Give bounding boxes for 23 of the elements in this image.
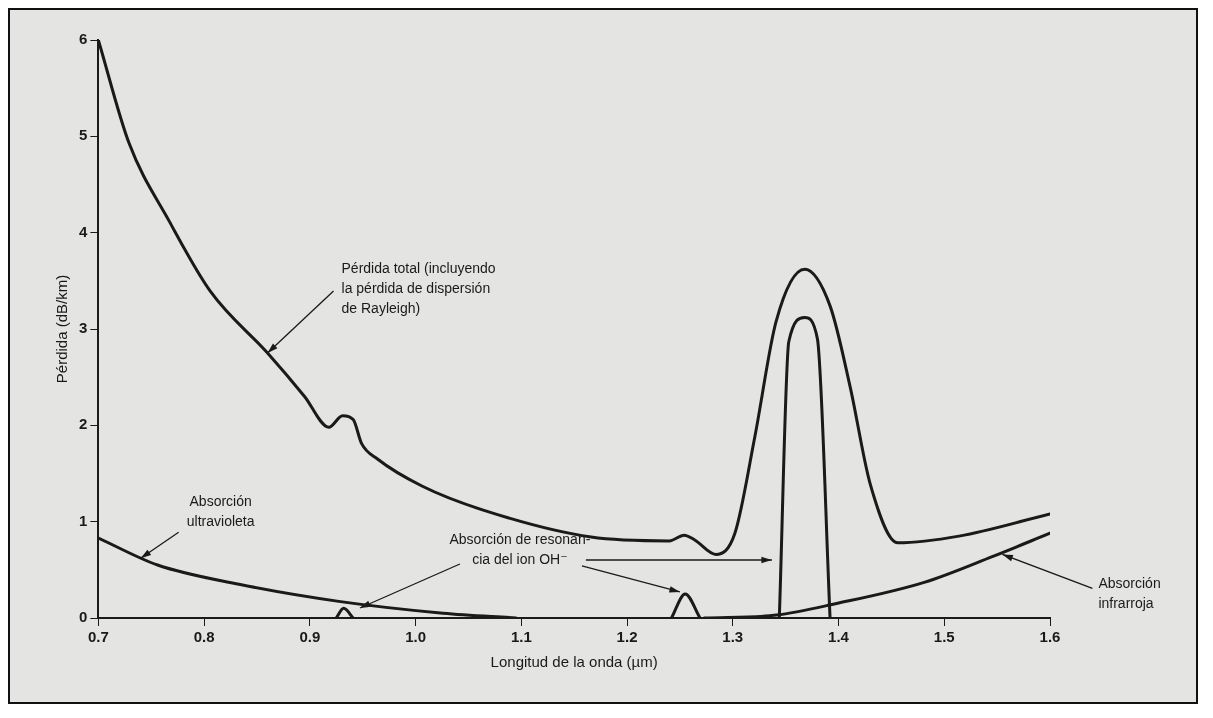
x-tick-label: 1.3: [722, 628, 744, 646]
y-tick-label: 5: [79, 126, 88, 144]
annotation: Pérdida total (incluyendo la pérdida de dispersión de Rayleigh): [341, 259, 496, 316]
x-tick-label: 1.6: [1039, 628, 1061, 646]
y-tick-label: 3: [79, 319, 88, 337]
x-axis-title: Longitud de la onda (µm): [490, 653, 658, 671]
x-tick-label: 1.4: [828, 628, 850, 646]
y-tick-label: 1: [79, 511, 88, 529]
y-tick-label: 6: [79, 30, 88, 48]
x-tick-label: 0.8: [193, 628, 215, 646]
x-tick-label: 1.0: [405, 628, 426, 646]
x-tick-label: 1.2: [616, 628, 638, 646]
x-tick-label: 1.1: [510, 628, 532, 646]
annotation: Absorción ultravioleta: [186, 493, 255, 530]
y-tick-label: 0: [79, 608, 88, 626]
y-tick-label: 2: [79, 415, 88, 433]
y-axis-title: Pérdida (dB/km): [53, 274, 71, 384]
annotation: Absorción infrarroja: [1098, 575, 1161, 612]
x-tick-label: 1.5: [933, 628, 955, 646]
annotation: Absorción de resonan- cia del ion OH⁻: [449, 530, 591, 567]
x-tick-label: 0.7: [87, 628, 109, 646]
x-tick-label: 0.9: [299, 628, 321, 646]
y-tick-label: 4: [79, 222, 88, 240]
